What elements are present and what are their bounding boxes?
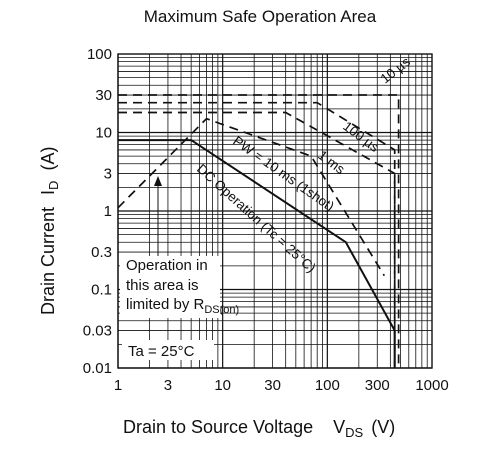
x-tick-label: 300 xyxy=(365,377,390,394)
y-tick-label: 100 xyxy=(87,46,112,63)
series-line xyxy=(118,111,396,368)
y-tick-label: 30 xyxy=(95,87,112,104)
y-tick-label: 1 xyxy=(104,203,112,220)
series-line xyxy=(117,117,386,277)
y-tick-label: 10 xyxy=(95,125,112,142)
series-lines xyxy=(117,94,400,368)
grid xyxy=(117,54,432,369)
y-axis-label: Drain CurrentID(A) xyxy=(38,147,61,315)
label-10us: 10 µs xyxy=(378,54,414,86)
x-tick-label: 10 xyxy=(214,377,231,394)
region-note-line3: limited by RDS(on) xyxy=(126,296,239,316)
region-note-line1: Operation in xyxy=(126,257,208,274)
x-tick-label: 1000 xyxy=(415,377,448,394)
label-1ms: 1 ms xyxy=(315,147,348,177)
y-tick-label: 0.03 xyxy=(83,323,112,340)
series-line xyxy=(118,101,396,368)
x-tick-label: 100 xyxy=(315,377,340,394)
series-line xyxy=(118,139,396,368)
ambient-note-bg xyxy=(122,340,214,360)
y-tick-label: 0.01 xyxy=(83,360,112,377)
ambient-note: Ta = 25°C xyxy=(128,343,195,360)
y-tick-label: 0.3 xyxy=(91,244,112,261)
y-tick-label: 3 xyxy=(104,166,112,183)
x-tick-label: 30 xyxy=(264,377,281,394)
region-note-bg xyxy=(120,256,220,318)
y-tick-label: 0.1 xyxy=(91,282,112,299)
note-arrow-head xyxy=(154,176,162,186)
x-axis-label: Drain to Source Voltage VDS (V) xyxy=(123,417,395,440)
x-tick-label: 1 xyxy=(114,377,122,394)
plot-frame xyxy=(117,53,433,369)
x-tick-label: 3 xyxy=(164,377,172,394)
tick-labels: 1 3 10 30 100 300 1000 0.01 0.03 0.1 0.3 1 3 10 30 100 xyxy=(83,46,449,394)
series-line xyxy=(118,94,400,368)
chart-title: Maximum Safe Operation Area xyxy=(144,7,377,26)
region-note-line2: this area is xyxy=(126,277,199,294)
